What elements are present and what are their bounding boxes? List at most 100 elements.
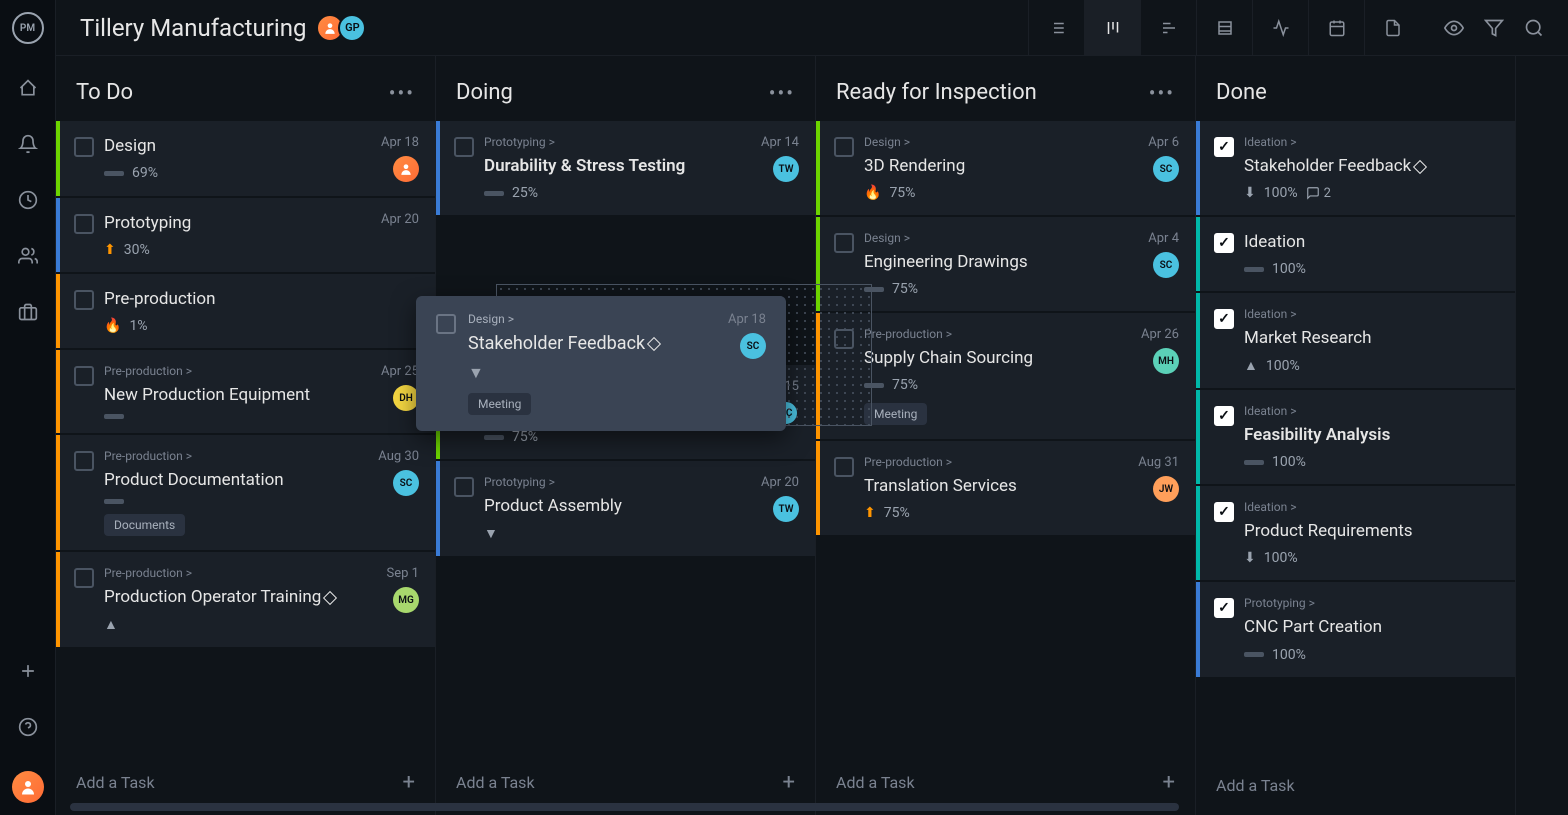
assignee-avatar[interactable]: MH [1153, 348, 1179, 374]
task-percent: 1% [129, 318, 147, 334]
task-card[interactable]: Ideation 100% [1196, 217, 1515, 291]
task-percent: 100% [1264, 185, 1298, 201]
filter-icon[interactable] [1484, 18, 1504, 38]
task-checkbox[interactable] [74, 137, 94, 157]
dragging-card[interactable]: Design > Stakeholder Feedback ▼ Meeting … [416, 296, 786, 431]
board-column: Done Ideation > Stakeholder Feedback ⬇ 1… [1196, 56, 1516, 815]
task-checkbox[interactable] [1214, 137, 1234, 157]
help-icon[interactable] [8, 707, 48, 747]
task-checkbox[interactable] [436, 314, 456, 334]
assignee-avatar[interactable]: SC [1153, 252, 1179, 278]
assignee-avatar[interactable]: SC [740, 333, 766, 359]
task-title: 3D Rendering [864, 155, 1138, 177]
task-checkbox[interactable] [834, 233, 854, 253]
task-card[interactable]: Pre-production > Translation Services ⬆ … [816, 441, 1195, 535]
topbar: Tillery Manufacturing GP [56, 0, 1568, 56]
assignee-avatar[interactable]: SC [1153, 156, 1179, 182]
task-date: Aug 30 [378, 449, 419, 464]
assignee-avatar[interactable]: JW [1153, 476, 1179, 502]
task-checkbox[interactable] [454, 477, 474, 497]
task-checkbox[interactable] [834, 137, 854, 157]
user-avatar[interactable] [12, 771, 44, 803]
task-card[interactable]: Design > Engineering Drawings 75% Apr 4 … [816, 217, 1195, 311]
horizontal-scrollbar[interactable] [70, 803, 1548, 811]
task-card[interactable]: Design > 3D Rendering 🔥 75% Apr 6 SC [816, 121, 1195, 215]
assignee-avatar[interactable]: TW [773, 496, 799, 522]
task-card[interactable]: Ideation > Feasibility Analysis 100% [1196, 390, 1515, 484]
portfolio-icon[interactable] [8, 292, 48, 332]
task-card[interactable]: Prototyping > Product Assembly ▼ Apr 20 … [436, 461, 815, 556]
task-percent: 25% [512, 185, 538, 201]
task-card[interactable]: Ideation > Product Requirements ⬇ 100% [1196, 486, 1515, 580]
task-breadcrumb: Pre-production > [104, 364, 371, 378]
task-breadcrumb: Ideation > [1244, 404, 1489, 418]
task-percent: 100% [1264, 550, 1298, 566]
board-view-tab[interactable] [1084, 0, 1140, 56]
gantt-view-tab[interactable] [1140, 0, 1196, 56]
files-view-tab[interactable] [1364, 0, 1420, 56]
notifications-icon[interactable] [8, 124, 48, 164]
task-title: Stakeholder Feedback [468, 332, 716, 355]
column-menu[interactable]: ••• [1149, 81, 1175, 105]
task-checkbox[interactable] [74, 214, 94, 234]
activity-view-tab[interactable] [1252, 0, 1308, 56]
add-icon[interactable] [8, 651, 48, 691]
kanban-board: To Do ••• Design 69% Apr 18 [56, 56, 1568, 815]
assignee-avatar[interactable]: MG [393, 587, 419, 613]
task-card[interactable]: Pre-production > Product Documentation D… [56, 435, 435, 550]
search-icon[interactable] [1524, 18, 1544, 38]
calendar-view-tab[interactable] [1308, 0, 1364, 56]
assignee-avatar[interactable]: SC [393, 470, 419, 496]
comments-count[interactable]: 2 [1306, 186, 1331, 201]
task-checkbox[interactable] [1214, 309, 1234, 329]
task-title: Design [104, 135, 371, 157]
task-breadcrumb: Pre-production > [104, 566, 377, 580]
task-card[interactable]: Prototyping > CNC Part Creation 100% [1196, 582, 1515, 676]
member-avatar[interactable]: GP [338, 14, 366, 42]
task-date: Apr 20 [381, 212, 419, 227]
task-title: Engineering Drawings [864, 251, 1138, 273]
task-checkbox[interactable] [834, 457, 854, 477]
task-card[interactable]: Pre-production > Supply Chain Sourcing 7… [816, 313, 1195, 439]
assignee-avatar[interactable]: TW [773, 156, 799, 182]
task-checkbox[interactable] [1214, 598, 1234, 618]
app-logo[interactable]: PM [12, 12, 44, 44]
task-card[interactable]: Pre-production > Production Operator Tra… [56, 552, 435, 647]
task-date: Apr 4 [1148, 231, 1179, 246]
recent-icon[interactable] [8, 180, 48, 220]
task-checkbox[interactable] [74, 451, 94, 471]
assignee-avatar[interactable] [393, 156, 419, 182]
plus-icon: + [403, 770, 415, 795]
task-checkbox[interactable] [1214, 406, 1234, 426]
visibility-icon[interactable] [1444, 18, 1464, 38]
team-icon[interactable] [8, 236, 48, 276]
task-card[interactable]: Ideation > Market Research ▲ 100% [1196, 293, 1515, 388]
add-task-label: Add a Task [1216, 776, 1295, 795]
task-checkbox[interactable] [1214, 502, 1234, 522]
sheet-view-tab[interactable] [1196, 0, 1252, 56]
column-menu[interactable]: ••• [769, 81, 795, 105]
task-title: Product Assembly [484, 495, 751, 517]
task-title: Durability & Stress Testing [484, 155, 751, 177]
task-checkbox[interactable] [74, 290, 94, 310]
task-breadcrumb: Ideation > [1244, 135, 1489, 149]
column-menu[interactable]: ••• [389, 81, 415, 105]
task-card[interactable]: Prototyping > Durability & Stress Testin… [436, 121, 815, 215]
home-icon[interactable] [8, 68, 48, 108]
project-members[interactable]: GP [322, 14, 366, 42]
task-checkbox[interactable] [454, 137, 474, 157]
task-card[interactable]: Pre-production > New Production Equipmen… [56, 350, 435, 433]
task-percent: 75% [892, 377, 918, 393]
task-checkbox[interactable] [74, 568, 94, 588]
list-view-tab[interactable] [1028, 0, 1084, 56]
task-title: Translation Services [864, 475, 1128, 497]
task-checkbox[interactable] [74, 366, 94, 386]
task-title: Production Operator Training [104, 586, 377, 608]
task-tag: Meeting [468, 393, 531, 415]
task-card[interactable]: Design 69% Apr 18 [56, 121, 435, 196]
task-card[interactable]: Prototyping ⬆ 30% Apr 20 [56, 198, 435, 272]
add-task-label: Add a Task [76, 773, 155, 792]
task-checkbox[interactable] [1214, 233, 1234, 253]
task-card[interactable]: Pre-production 🔥 1% [56, 274, 435, 348]
task-card[interactable]: Ideation > Stakeholder Feedback ⬇ 100% 2 [1196, 121, 1515, 215]
